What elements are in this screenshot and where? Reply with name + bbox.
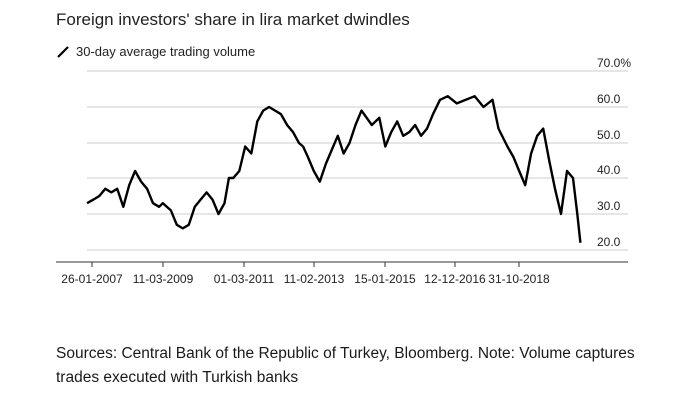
y-tick-label: 60.0 — [597, 92, 621, 106]
source-note: Sources: Central Bank of the Republic of… — [56, 345, 635, 386]
x-tick-label: 11-02-2013 — [284, 272, 345, 286]
series-line — [86, 95, 582, 243]
legend-series-label: 30-day average trading volume — [76, 44, 256, 59]
y-tick-label: 20.0 — [597, 235, 621, 249]
x-tick-label: 12-12-2016 — [424, 272, 486, 286]
legend-line-icon — [57, 45, 69, 58]
x-tick-label: 15-01-2015 — [354, 272, 416, 286]
y-tick-label: 30.0 — [597, 199, 621, 213]
chart-title: Foreign investors' share in lira market … — [56, 10, 410, 29]
y-tick-label: 70.0% — [597, 56, 631, 70]
x-tick-label: 26-01-2007 — [61, 272, 123, 286]
y-tick-label: 40.0 — [597, 163, 621, 177]
line-chart: 20.0 30.0 40.0 50.0 60.0 70.0% 26-01-2007 11-03… — [56, 56, 631, 286]
chart-legend: 30-day average trading volume — [56, 44, 255, 59]
x-tick-label: 01-03-2011 — [214, 272, 275, 286]
x-tick-label: 31-10-2018 — [488, 272, 550, 286]
y-tick-label: 50.0 — [597, 128, 621, 142]
x-tick-label: 11-03-2009 — [133, 272, 194, 286]
